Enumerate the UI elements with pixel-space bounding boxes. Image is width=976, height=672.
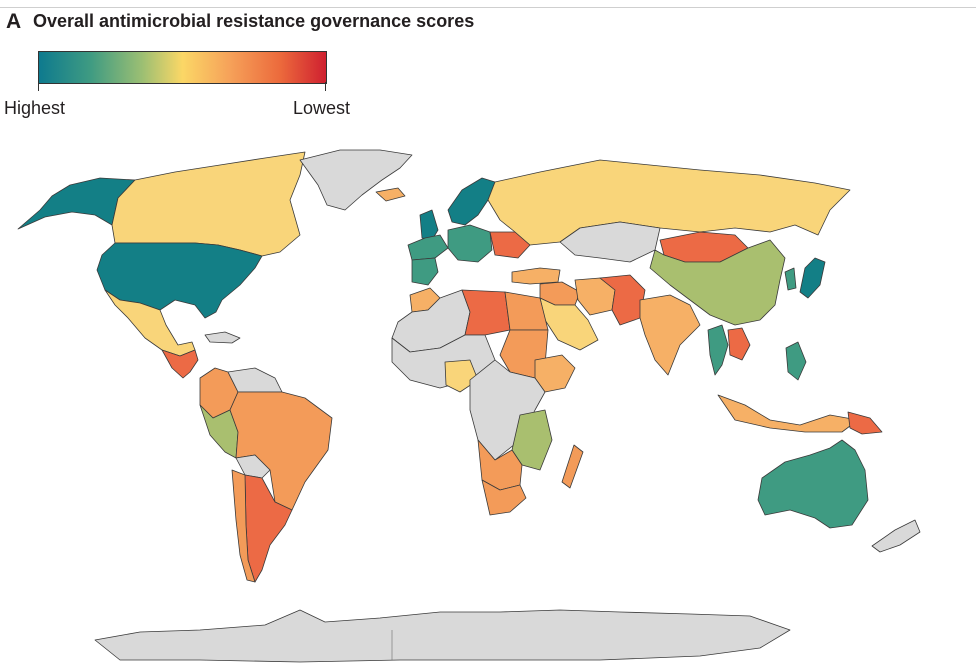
panel-letter: A	[6, 10, 22, 33]
korea	[784, 267, 797, 291]
legend-color-scale	[38, 51, 327, 84]
vietnam-laos	[727, 327, 751, 361]
iberia	[411, 257, 439, 286]
venezuela-guyana	[227, 367, 283, 393]
legend-label-highest: Highest	[4, 98, 66, 118]
legend-label-lowest: Lowest	[293, 98, 351, 118]
top-divider	[0, 7, 976, 8]
iceland	[375, 187, 406, 202]
central-europe	[447, 224, 493, 263]
scandinavia	[447, 177, 496, 226]
australia	[757, 439, 869, 529]
afghanistan-pakistan	[599, 274, 646, 326]
indonesia	[717, 394, 859, 433]
caribbean	[204, 331, 241, 344]
antarctica	[94, 609, 791, 663]
united-kingdom	[419, 209, 439, 241]
philippines	[785, 341, 807, 381]
central-america	[161, 349, 199, 379]
new-zealand	[871, 519, 921, 553]
panel-title: Overall antimicrobial resistance governa…	[33, 11, 475, 31]
russia	[487, 159, 851, 246]
eastern-europe	[489, 231, 531, 259]
papua-new-guinea	[847, 411, 883, 435]
japan	[799, 257, 826, 299]
western-europe	[407, 234, 449, 261]
mexico	[104, 289, 196, 357]
greenland	[299, 149, 413, 211]
india	[639, 294, 701, 376]
bolivia	[235, 454, 271, 479]
southeast-asia	[707, 324, 729, 376]
legend-tick-highest	[38, 82, 39, 91]
alaska	[17, 177, 136, 230]
china	[649, 239, 786, 326]
central-africa	[469, 359, 546, 461]
south-africa	[481, 479, 527, 516]
saudi-arabia	[539, 297, 599, 351]
madagascar	[561, 444, 584, 489]
legend-tick-lowest	[325, 82, 326, 91]
canada	[111, 151, 306, 257]
turkey	[511, 267, 561, 285]
chile	[231, 469, 256, 583]
